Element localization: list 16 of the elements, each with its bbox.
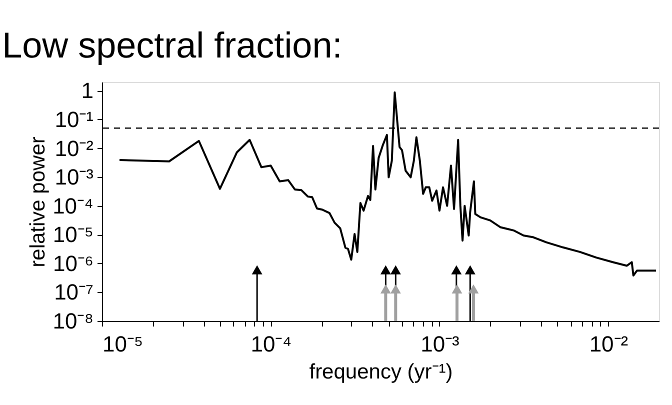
- y-tick-label: 10⁻⁴: [52, 193, 94, 218]
- x-tick-label: 10⁻²: [589, 332, 628, 356]
- y-tick-label: 10⁻⁸: [52, 308, 94, 334]
- x-tick-label: 10⁻⁵: [102, 332, 144, 356]
- x-tick-label: 10⁻³: [420, 332, 460, 356]
- y-tick-label: 10⁻⁷: [54, 280, 94, 305]
- y-tick-label: 10⁻³: [54, 164, 94, 190]
- y-tick-label: 10⁻⁵: [52, 222, 94, 248]
- x-axis-title: frequency (yr⁻¹): [309, 360, 453, 384]
- y-tick-label: 10⁻¹: [54, 106, 94, 132]
- chart-title: Low spectral fraction:: [2, 24, 342, 66]
- y-tick-label: 10⁻⁶: [52, 250, 94, 276]
- y-axis-title: relative power: [26, 136, 50, 268]
- x-tick-label: 10⁻⁴: [250, 332, 292, 356]
- y-tick-label: 1: [81, 78, 94, 104]
- y-tick-label: 10⁻²: [54, 136, 94, 161]
